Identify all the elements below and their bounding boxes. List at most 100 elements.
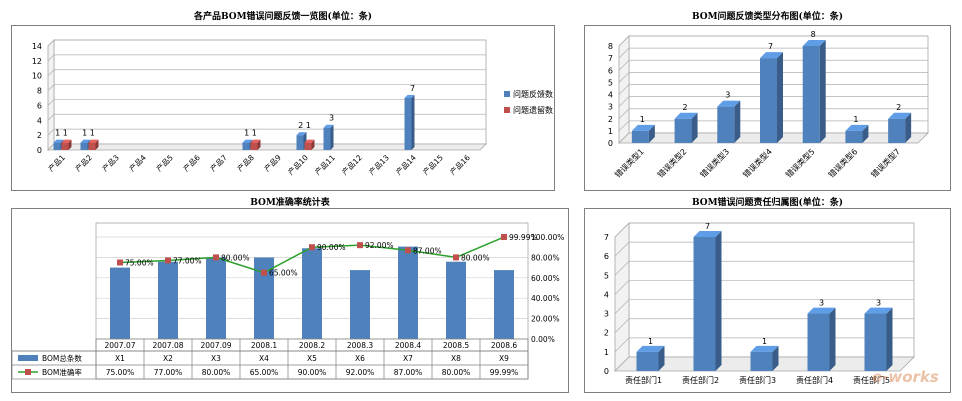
c3-y2tick: 40.00%	[531, 294, 560, 303]
c2-data-label: 1	[640, 115, 645, 124]
c3-rate-marker	[165, 257, 171, 264]
c3-table-category: 2007.09	[200, 341, 231, 350]
c1-bar-feedback-top	[323, 124, 334, 128]
c2-ytick: 6	[608, 66, 613, 75]
c4-gridline	[614, 280, 630, 295]
c3-rate-marker	[213, 254, 219, 261]
c4-bar	[750, 351, 773, 371]
c3-rate-label: 75.00%	[125, 259, 154, 268]
c3-rate-label: 92.00%	[365, 241, 394, 250]
c1-bar-feedback-top	[404, 95, 415, 98]
c2-ytick: 8	[608, 42, 613, 51]
c1-gridline	[47, 54, 55, 62]
c1-ytick: 12	[32, 57, 42, 66]
c3-legend-swatch-count	[18, 355, 38, 361]
c1-bar-remaining-side	[257, 139, 261, 150]
c3-bar	[254, 257, 274, 339]
c3-table-count: X3	[211, 354, 221, 363]
c1-bar-feedback	[242, 142, 250, 150]
c4-xtick: 责任部门4	[796, 375, 833, 385]
c2-data-label: 8	[811, 30, 816, 39]
c2-data-label: 3	[725, 91, 730, 100]
c4-bar-side	[658, 345, 665, 371]
c3-bar	[302, 248, 322, 339]
c1-xtick: 产品13	[366, 152, 391, 177]
c3-table-category: 2008.2	[299, 341, 325, 350]
c1-bar-feedback-side	[411, 95, 415, 150]
c3-bar	[446, 261, 466, 339]
c2-gridline	[618, 108, 630, 119]
c2-bar-top	[845, 124, 869, 131]
c4-bar-side	[829, 307, 836, 371]
c1-bar-feedback	[323, 127, 331, 150]
c1-xtick: 产品8	[235, 152, 256, 173]
c1-bar-remaining-top	[61, 139, 72, 143]
c1-ytick: 6	[37, 101, 42, 110]
c4-ytick: 2	[604, 329, 609, 338]
c1-bar-feedback	[80, 142, 88, 150]
c4-data-label: 3	[876, 299, 881, 308]
c1-bar-feedback	[296, 135, 304, 150]
c2-bar-top	[888, 112, 912, 119]
c2-data-label: 1	[853, 115, 858, 124]
c2-ytick: 7	[608, 54, 613, 63]
c3-bar	[350, 270, 370, 339]
c1-bar-feedback-top	[296, 132, 307, 136]
c2-bar	[845, 130, 863, 143]
c4-bar-top	[864, 307, 893, 314]
c2-bar	[674, 118, 692, 143]
c3-y2tick: 100.00%	[531, 233, 564, 242]
c1-legend-label: 问题反馈数	[513, 89, 553, 99]
c2-gridline	[618, 96, 630, 107]
c3-table-count: X2	[163, 354, 173, 363]
c3-rate-marker	[501, 234, 507, 241]
c3-legend-marker-rate	[25, 369, 31, 375]
c3-table-rate: 65.00%	[250, 368, 279, 377]
c3-table-count: X6	[355, 354, 365, 363]
c1-bar-remaining-top	[250, 139, 261, 143]
c4-gridline	[614, 299, 630, 314]
c3-rate-marker	[357, 242, 363, 249]
c1-xtick: 产品7	[208, 152, 229, 173]
chart-responsibility: 0 1 2 3 4 5 6 7 1 责任部门1 7 责任部门2 1 责任部门3 3 责任部门4 3 责任部门5	[604, 222, 915, 385]
c1-xtick: 产品6	[181, 152, 202, 173]
c2-ytick: 0	[608, 139, 613, 148]
c4-xtick: 责任部门1	[625, 375, 662, 385]
c2-ytick: 5	[608, 78, 613, 87]
c4-xtick: 责任部门3	[739, 375, 776, 385]
chart-title-bom-accuracy: BOM准确率统计表	[250, 198, 330, 208]
c2-xtick: 错误类型3	[698, 146, 731, 179]
c3-y2tick: 0.00%	[531, 335, 555, 344]
c2-bar-side	[777, 52, 783, 143]
c2-bar-side	[862, 124, 869, 143]
c4-ytick: 6	[604, 252, 609, 261]
chart-panel-bom-accuracy: 0.00% 20.00% 40.00% 60.00% 80.00% 100.00% 75.0…	[11, 208, 569, 393]
c2-bar-side	[648, 124, 655, 143]
c1-data-label: 2 1	[298, 121, 311, 130]
c3-table-count: X1	[115, 354, 125, 363]
c1-xtick: 产品4	[127, 152, 148, 173]
c4-bar	[693, 237, 716, 371]
c3-table-rate: 77.00%	[154, 368, 183, 377]
c3-rate-label: 80.00%	[461, 253, 490, 262]
c2-bar-side	[819, 40, 826, 143]
c2-bar	[888, 118, 906, 143]
c4-bar-side	[715, 231, 722, 371]
c3-table-category: 2008.1	[251, 341, 277, 350]
c3-rate-marker	[405, 247, 411, 254]
c4-bar-side	[772, 345, 779, 371]
c3-legend-label-rate: BOM准确率	[42, 367, 82, 377]
c3-table-rate: 90.00%	[298, 368, 327, 377]
c4-xtick: 责任部门5	[853, 375, 890, 385]
c1-xtick: 产品11	[312, 152, 337, 177]
c2-xtick: 错误类型4	[741, 146, 774, 179]
c1-data-label: 3	[329, 114, 334, 123]
c4-sidewall	[614, 222, 630, 372]
c1-xtick: 产品9	[262, 152, 283, 173]
c1-bar-remaining	[88, 142, 96, 150]
c3-rate-label: 80.00%	[221, 253, 250, 262]
c2-gridline	[618, 35, 630, 47]
c1-ytick: 10	[32, 72, 42, 81]
c1-bar-feedback	[53, 142, 61, 150]
